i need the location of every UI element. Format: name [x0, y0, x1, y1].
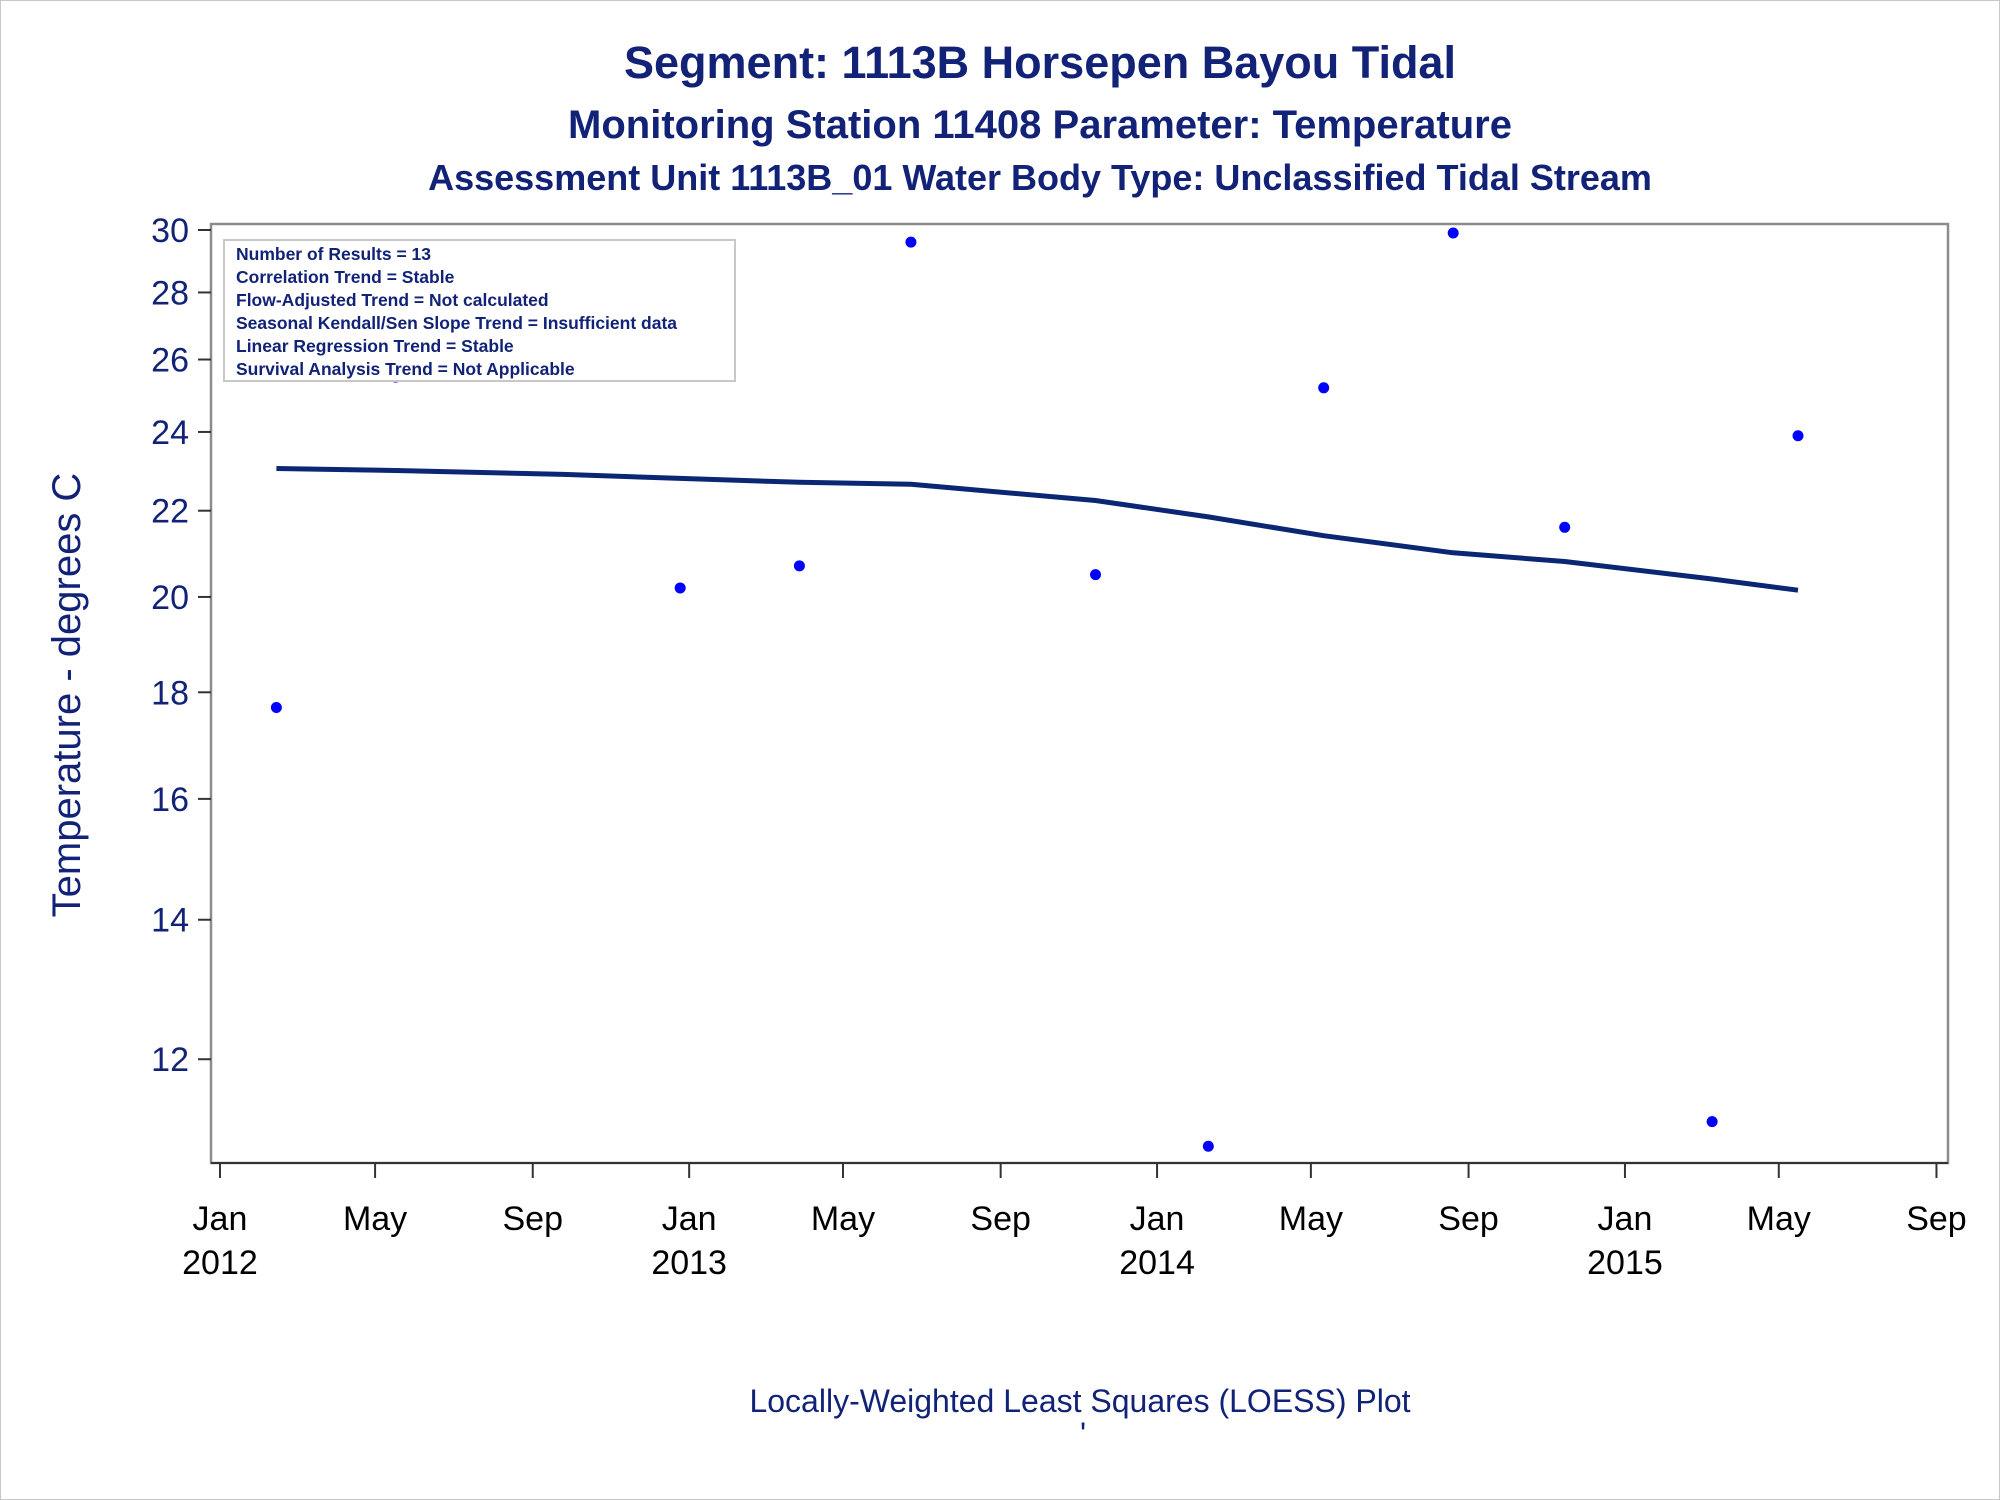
- x-tick-label: May: [343, 1200, 407, 1238]
- x-tick-label: Sep: [970, 1200, 1031, 1238]
- x-tick-label: Jan: [662, 1200, 717, 1238]
- stats-inset-box: [223, 239, 736, 382]
- x-tick-label: May: [1747, 1200, 1811, 1238]
- y-tick-label: 30: [151, 212, 189, 250]
- footnote-mark: ': [1080, 1416, 1086, 1452]
- data-point: [793, 560, 805, 572]
- data-point: [1447, 227, 1459, 239]
- data-point: [1706, 1116, 1718, 1128]
- data-point: [905, 236, 917, 248]
- x-tick-year-label: 2013: [651, 1244, 727, 1282]
- y-tick-label: 12: [151, 1041, 189, 1079]
- stats-inset-line: Survival Analysis Trend = Not Applicable: [236, 359, 575, 379]
- data-point: [1318, 382, 1330, 394]
- chart-subtitle-2: Assessment Unit 1113B_01 Water Body Type…: [428, 157, 1652, 198]
- x-tick-label: Jan: [1130, 1200, 1185, 1238]
- y-tick-label: 20: [151, 579, 189, 617]
- x-tick-label: Sep: [503, 1200, 564, 1238]
- y-tick-label: 22: [151, 493, 189, 531]
- y-axis: 12 14 16 18 20 22 24 26 28 30: [151, 212, 211, 1079]
- chart-title: Segment: 1113B Horsepen Bayou Tidal: [624, 37, 1456, 88]
- x-tick-label: Sep: [1906, 1200, 1967, 1238]
- stats-inset-line: Number of Results = 13: [236, 244, 431, 264]
- data-point: [270, 702, 282, 714]
- x-tick-label: Sep: [1438, 1200, 1499, 1238]
- loess-trend-line: [276, 466, 1799, 593]
- plot-method-footnote: Locally-Weighted Least Squares (LOESS) P…: [749, 1383, 1410, 1419]
- stats-inset: Number of Results = 13 Correlation Trend …: [236, 244, 677, 379]
- y-tick-label: 18: [151, 674, 189, 712]
- y-tick-label: 26: [151, 342, 189, 380]
- y-tick-label: 14: [151, 902, 189, 940]
- data-point: [1792, 430, 1804, 442]
- x-tick-year-label: 2014: [1119, 1244, 1195, 1282]
- chart-subtitle: Monitoring Station 11408 Parameter: Temp…: [568, 103, 1512, 147]
- data-point: [1559, 521, 1571, 533]
- stats-inset-line: Flow-Adjusted Trend = Not calculated: [236, 290, 549, 310]
- data-point: [674, 582, 686, 594]
- y-axis-label: Temperature - degrees C: [45, 473, 89, 918]
- x-axis: Jan 2012 May Sep Jan 2013 May Sep Jan 2014 May Sep J…: [182, 1162, 1967, 1282]
- y-tick-label: 28: [151, 274, 189, 312]
- data-point: [1090, 569, 1102, 581]
- x-tick-year-label: 2015: [1587, 1244, 1663, 1282]
- y-tick-label: 16: [151, 781, 189, 819]
- x-tick-label: Jan: [193, 1200, 248, 1238]
- x-tick-year-label: 2012: [182, 1244, 258, 1282]
- stats-inset-line: Seasonal Kendall/Sen Slope Trend = Insuf…: [236, 313, 677, 333]
- data-point: [1202, 1140, 1214, 1152]
- y-tick-label: 24: [151, 414, 189, 452]
- x-tick-label: Jan: [1598, 1200, 1653, 1238]
- stats-inset-line: Linear Regression Trend = Stable: [236, 336, 514, 356]
- stats-inset-line: Correlation Trend = Stable: [236, 267, 455, 287]
- x-tick-label: May: [1279, 1200, 1343, 1238]
- x-tick-label: May: [811, 1200, 875, 1238]
